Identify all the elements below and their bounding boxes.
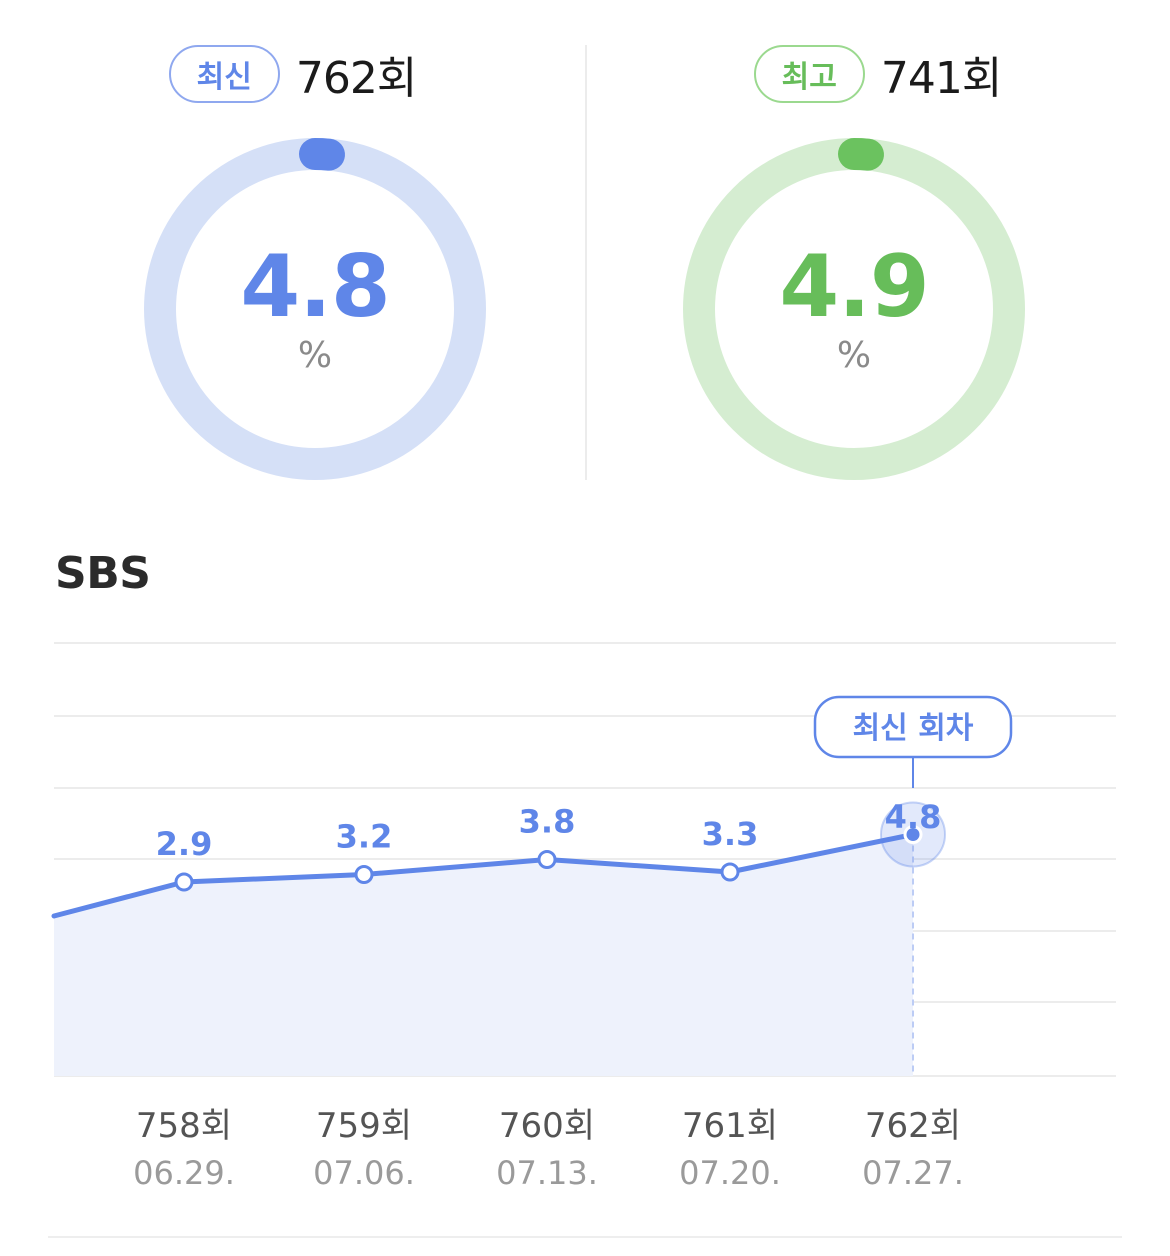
chart-area-layer xyxy=(54,834,914,1076)
ratings-chart: 2.9 3.2 3.8 3.3 4.8 758회 06.29. 759회 07.06. 760회… xyxy=(0,600,1170,1220)
x-tick-episode-1: 758회 xyxy=(136,1106,232,1146)
data-label-4: 3.3 xyxy=(702,815,759,853)
callout-label: 최신 회차 xyxy=(853,711,974,746)
chart-callout-layer: 최신 회차 xyxy=(813,695,1013,788)
latest-header: 최신 762회 xyxy=(0,42,585,106)
x-tick-date-1: 06.29. xyxy=(133,1154,235,1192)
data-label-2: 3.2 xyxy=(336,818,393,856)
best-episode: 741회 xyxy=(880,53,1002,104)
summary-divider xyxy=(585,45,587,480)
x-tick-date-3: 07.13. xyxy=(496,1154,598,1192)
best-rating-card: 최고 741회 4.9 % xyxy=(585,0,1170,500)
data-point-2 xyxy=(354,865,374,884)
ratings-chart-svg: 2.9 3.2 3.8 3.3 4.8 758회 06.29. 759회 07.06. 760회… xyxy=(51,642,1116,1192)
latest-ring-progress xyxy=(144,138,486,480)
data-point-5 xyxy=(903,825,923,844)
chart-label-layer: 2.9 3.2 3.8 3.3 4.8 xyxy=(156,798,942,863)
best-ring-progress xyxy=(683,138,1025,480)
chart-area-fill xyxy=(54,834,913,1076)
x-tick-episode-5: 762회 xyxy=(865,1106,961,1146)
best-rating-value: 4.9 xyxy=(779,237,929,337)
channel-title: SBS xyxy=(55,548,151,599)
data-label-3: 3.8 xyxy=(519,803,576,841)
latest-badge: 최신 xyxy=(168,45,280,103)
latest-rating-value: 4.8 xyxy=(240,237,390,337)
series-line xyxy=(51,832,916,919)
x-tick-date-4: 07.20. xyxy=(679,1154,781,1192)
data-point-4 xyxy=(720,862,740,882)
callout-box xyxy=(813,695,1013,759)
x-tick-date-5: 07.27. xyxy=(862,1154,964,1192)
best-rating-ring xyxy=(683,138,1025,480)
latest-rating-card: 최신 762회 4.8 % xyxy=(0,0,585,500)
best-badge: 최고 xyxy=(753,45,865,103)
best-rating-unit: % xyxy=(836,335,872,376)
x-tick-episode-2: 759회 xyxy=(316,1106,412,1146)
latest-ring-text: 4.8 % xyxy=(143,137,487,481)
chart-point-layer xyxy=(174,801,946,892)
best-ring-text: 4.9 % xyxy=(682,137,1026,481)
latest-rating-ring xyxy=(144,138,486,480)
data-label-1: 2.9 xyxy=(156,825,213,863)
rating-summary: 최신 762회 4.8 % 최고 741회 4.9 % xyxy=(0,0,1170,500)
best-header: 최고 741회 xyxy=(585,42,1170,106)
x-tick-episode-4: 761회 xyxy=(682,1106,778,1146)
latest-rating-unit: % xyxy=(297,335,333,376)
data-point-3 xyxy=(537,850,557,869)
x-tick-episode-3: 760회 xyxy=(499,1106,595,1146)
chart-line-layer xyxy=(51,832,916,919)
data-label-5: 4.8 xyxy=(885,798,942,836)
x-tick-date-2: 07.06. xyxy=(313,1154,415,1192)
bottom-divider xyxy=(48,1236,1122,1238)
chart-axis-layer: 758회 06.29. 759회 07.06. 760회 07.13. 761회 07.20.… xyxy=(133,1106,964,1192)
latest-episode: 762회 xyxy=(295,53,417,104)
data-point-1 xyxy=(174,872,194,892)
